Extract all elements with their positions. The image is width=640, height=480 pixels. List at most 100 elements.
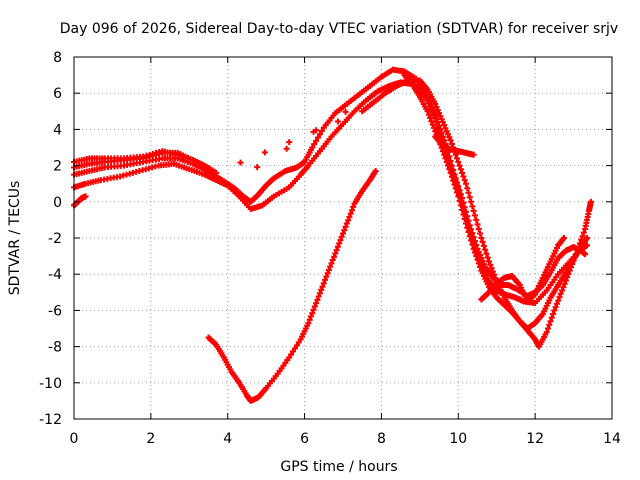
data-point	[471, 249, 478, 256]
data-series	[432, 133, 477, 158]
data-point	[479, 238, 486, 245]
data-point	[464, 224, 471, 231]
data-point	[561, 280, 568, 287]
data-point	[313, 137, 320, 144]
data-point	[447, 137, 454, 144]
data-point	[288, 351, 295, 358]
data-point	[454, 189, 461, 196]
data-point	[439, 119, 446, 126]
data-point	[480, 242, 487, 249]
data-point	[293, 342, 300, 349]
data-point	[432, 101, 439, 108]
data-point	[552, 304, 559, 311]
data-series	[71, 79, 591, 307]
data-point	[488, 265, 495, 272]
x-tick-label: 6	[300, 431, 309, 447]
data-points	[71, 66, 594, 404]
data-point	[456, 197, 463, 204]
data-point	[434, 119, 441, 126]
data-point	[437, 113, 444, 120]
data-point	[429, 121, 436, 128]
data-point	[441, 137, 448, 144]
data-point	[309, 310, 316, 317]
data-point	[372, 168, 379, 175]
data-point	[436, 110, 443, 117]
data-point	[555, 297, 562, 304]
data-point	[473, 216, 480, 223]
data-point	[483, 250, 490, 257]
data-point	[442, 125, 449, 132]
data-point	[434, 107, 441, 114]
data-point	[224, 182, 231, 189]
data-point	[587, 198, 594, 205]
data-point	[425, 111, 432, 118]
data-point	[480, 260, 487, 267]
data-point	[305, 320, 312, 327]
data-point	[479, 257, 486, 264]
data-point	[437, 126, 444, 133]
data-point	[556, 294, 563, 301]
data-point	[307, 313, 314, 320]
data-point	[334, 243, 341, 250]
data-point	[477, 230, 484, 237]
data-point	[345, 217, 352, 224]
data-point	[316, 290, 323, 297]
data-point	[560, 235, 567, 241]
data-point	[557, 290, 564, 297]
data-point	[324, 270, 331, 277]
data-point	[433, 115, 440, 122]
data-point	[584, 235, 591, 241]
x-tick-label: 4	[223, 431, 232, 447]
data-point	[286, 354, 293, 361]
data-point	[464, 185, 471, 192]
data-point	[455, 193, 462, 200]
data-point	[318, 286, 325, 293]
data-point	[489, 268, 496, 275]
data-point	[309, 144, 316, 151]
chart-title: Day 096 of 2026, Sidereal Day-to-day VTE…	[60, 21, 618, 37]
data-point	[350, 203, 357, 210]
data-point	[311, 303, 318, 310]
data-point	[447, 169, 454, 176]
data-point	[582, 251, 589, 258]
data-point	[469, 203, 476, 210]
y-tick-label: -12	[39, 412, 62, 428]
x-tick-label: 2	[146, 431, 155, 447]
data-point	[450, 177, 457, 184]
data-point	[459, 169, 466, 176]
data-point	[445, 162, 452, 169]
data-point	[436, 122, 443, 129]
data-point	[482, 246, 489, 253]
data-point	[443, 128, 450, 135]
data-point	[469, 230, 476, 237]
data-point	[446, 134, 453, 141]
data-point	[559, 287, 566, 294]
data-point	[445, 131, 452, 138]
data-point	[462, 220, 469, 227]
data-point	[439, 133, 446, 140]
data-point	[466, 233, 473, 240]
data-point	[475, 225, 482, 232]
data-point	[316, 131, 323, 138]
data-point	[333, 247, 340, 254]
data-point	[441, 151, 448, 158]
data-point	[295, 339, 302, 346]
data-point	[478, 235, 485, 241]
data-point	[320, 280, 327, 287]
data-point	[470, 207, 477, 214]
data-point	[430, 124, 437, 131]
data-point	[438, 130, 445, 137]
data-point	[283, 145, 290, 152]
x-tick-label: 8	[377, 431, 386, 447]
data-point	[456, 162, 463, 169]
data-point	[471, 212, 478, 219]
x-tick-label: 14	[603, 431, 621, 447]
data-point	[341, 227, 348, 234]
data-point	[348, 207, 355, 214]
data-point	[451, 181, 458, 188]
data-point	[347, 210, 354, 217]
data-point	[430, 108, 437, 115]
x-tick-label: 0	[70, 431, 79, 447]
data-point	[477, 263, 484, 270]
data-point	[468, 198, 475, 205]
